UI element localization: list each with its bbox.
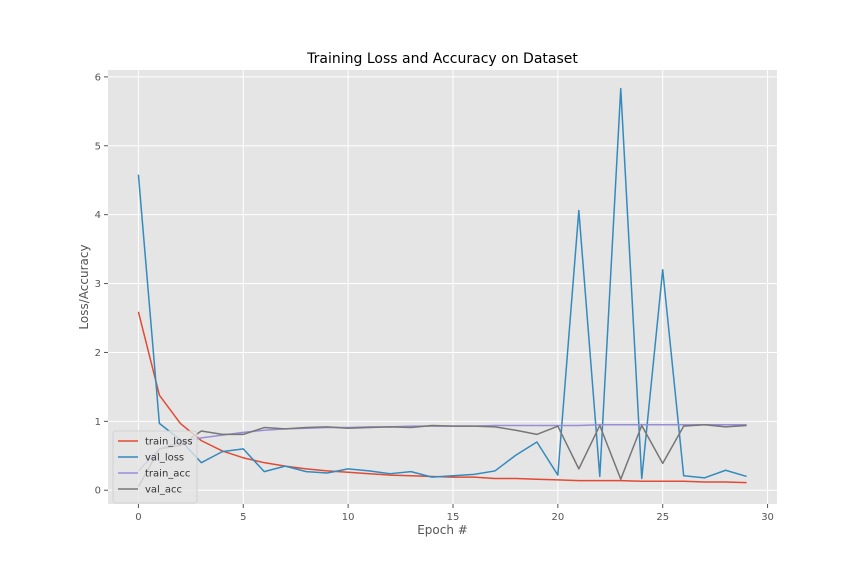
series-line-val-loss: [137, 87, 747, 480]
y-tick-label: 3: [95, 279, 101, 290]
series-lines: [137, 87, 747, 488]
legend-label: val_loss: [145, 453, 184, 464]
y-tick-label: 5: [95, 141, 101, 152]
y-tick-label: 0: [95, 486, 101, 497]
y-axis-label: Loss/Accuracy: [77, 244, 91, 329]
x-tick-label: 5: [240, 512, 246, 523]
legend-box: [112, 430, 198, 504]
x-tick-label: 20: [551, 512, 564, 523]
legend-label: val_acc: [145, 485, 182, 496]
chart-title: Training Loss and Accuracy on Dataset: [306, 51, 578, 67]
series-line-val-acc: [137, 424, 747, 488]
y-tick-label: 6: [95, 72, 101, 83]
legend-label: train_loss: [145, 437, 193, 448]
x-tick-label: 0: [135, 512, 141, 523]
y-tick-label: 2: [95, 348, 101, 359]
x-tick-label: 25: [656, 512, 669, 523]
grid-lines: [108, 70, 777, 504]
y-ticks: 0 1 2 3 4 5 6: [95, 72, 108, 497]
x-axis-label: Epoch #: [417, 523, 468, 537]
x-ticks: 0 5 10 15 20 25 30: [135, 504, 774, 523]
plot-area: [108, 70, 777, 504]
legend: train_loss val_loss train_acc val_acc: [112, 430, 198, 504]
y-tick-label: 1: [95, 417, 101, 428]
x-tick-label: 10: [342, 512, 355, 523]
y-tick-label: 4: [95, 210, 101, 221]
x-tick-label: 30: [761, 512, 774, 523]
legend-label: train_acc: [145, 469, 190, 480]
x-tick-label: 15: [447, 512, 460, 523]
